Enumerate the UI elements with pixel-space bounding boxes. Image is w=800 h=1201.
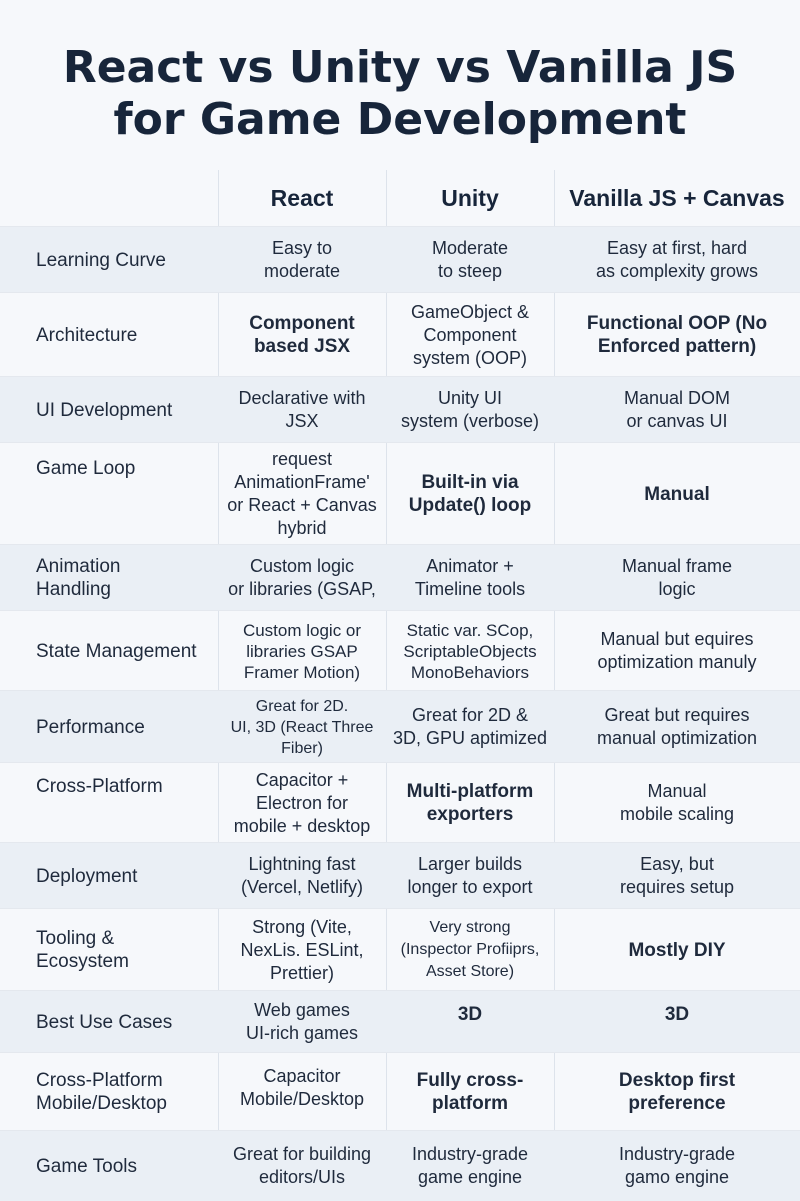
column-header-react: React [270,184,334,211]
cell-react: Strong (Vite, NexLis. ESLint, Prettier) [240,916,364,983]
cell-vanilla: Great but requires manual optimization [596,705,758,748]
comparison-table: React Unity Vanilla JS + Canvas Learning… [0,170,800,1201]
cell-react: Easy to moderate [263,238,341,281]
column-divider [554,170,555,1200]
cell-vanilla: Industry-grade gamo engine [618,1144,736,1187]
cell-unity: Larger builds longer to export [407,854,533,897]
cell-react: Lightning fast (Vercel, Netlify) [240,854,364,897]
table-header: React Unity Vanilla JS + Canvas [0,170,800,226]
row-label: Game Loop [36,458,136,479]
cell-vanilla: Manual but equires optimization manuly [597,629,757,672]
table-row: Architecture Component based JSX GameObj… [0,292,800,377]
cell-react: Custom logic or libraries (GSAP, [228,556,376,599]
cell-react: Great for 2D. UI, 3D (React Three Fiber) [230,697,374,757]
cell-vanilla: Mostly DIY [628,939,726,961]
cell-unity: GameObject & Component system (OOP) [410,301,530,368]
cell-react: Great for building editors/UIs [232,1144,372,1187]
cell-react: request AnimationFrame' or React + Canva… [227,449,377,538]
table-row: Best Use Cases Web games UI-rich games 3… [0,990,800,1053]
row-label: Game Tools [36,1155,138,1177]
cell-unity: Industry-grade game engine [411,1144,529,1187]
column-divider [218,170,219,1200]
table-row: Tooling & Ecosystem Strong (Vite, NexLis… [0,908,800,991]
cell-unity: Very strong (Inspector Profiiprs, Asset … [400,919,540,980]
table-row: Learning Curve Easy to moderate Moderate… [0,226,800,293]
cell-unity: 3D [457,1004,483,1025]
cell-react: Web games UI-rich games [245,1000,359,1043]
cell-unity: Fully cross- platform [416,1070,524,1114]
page-title: React vs Unity vs Vanilla JS for Game De… [0,42,800,146]
row-label: Deployment [36,865,138,887]
row-label: Best Use Cases [36,1011,173,1033]
cell-unity: Built-in via Update() loop [408,472,532,516]
column-header-vanilla-js: Vanilla JS + Canvas [569,184,785,211]
cell-react: Capacitor + Electron for mobile + deskto… [233,769,371,836]
cell-vanilla: Functional OOP (No Enforced pattern) [586,313,768,357]
cell-vanilla: 3D [664,1004,690,1025]
column-header-unity: Unity [441,184,499,211]
cell-unity: Animator + Timeline tools [414,556,526,599]
table-row: UI Development Declarative with JSX Unit… [0,376,800,443]
table-row: Cross-Platform Capacitor + Electron for … [0,762,800,843]
row-label: Learning Curve [36,249,166,271]
cell-vanilla: Manual mobile scaling [619,781,735,824]
cell-vanilla: Manual DOM or canvas UI [623,388,731,431]
cell-unity: Multi-platform exporters [406,781,534,825]
page-title-line-2: for Game Development [113,94,687,145]
row-label: Cross-Platform [36,776,163,797]
cell-unity: Moderate to steep [431,238,509,281]
row-label: Architecture [36,324,138,346]
cell-react: Capacitor Mobile/Desktop [239,1066,365,1109]
row-label: UI Development [36,399,173,421]
cell-react: Custom logic or libraries GSAP Framer Mo… [242,620,362,682]
table-row: Cross-Platform Mobile/Desktop Capacitor … [0,1052,800,1131]
cell-unity: Unity UI system (verbose) [400,388,540,431]
cell-react: Component based JSX [249,313,355,357]
row-label: Performance [36,716,145,738]
page-title-line-1: React vs Unity vs Vanilla JS [62,42,738,93]
cell-vanilla: Manual frame logic [621,556,733,599]
table-row: State Management Custom logic or librari… [0,610,800,691]
row-label: Tooling & Ecosystem [36,928,129,972]
cell-vanilla: Easy at first, hard as complexity grows [595,238,759,281]
cell-unity: Great for 2D & 3D, GPU aptimized [392,705,548,748]
cell-vanilla: Easy, but requires setup [619,854,735,897]
cell-unity: Static var. SCop, ScriptableObjects Mono… [403,620,537,682]
row-label: State Management [36,640,197,662]
row-label: Cross-Platform Mobile/Desktop [36,1070,167,1114]
row-label: Animation Handling [36,556,121,600]
cell-react: Declarative with JSX [238,388,366,431]
table-row: Game Tools Great for building editors/UI… [0,1130,800,1201]
table-row: Deployment Lightning fast (Vercel, Netli… [0,842,800,909]
table-row: Animation Handling Custom logic or libra… [0,544,800,611]
table-row: Performance Great for 2D. UI, 3D (React … [0,690,800,763]
cell-vanilla: Desktop first preference [618,1070,736,1114]
column-divider [386,170,387,1200]
table-row: Game Loop request AnimationFrame' or Rea… [0,442,800,545]
cell-vanilla: Manual [644,483,710,505]
